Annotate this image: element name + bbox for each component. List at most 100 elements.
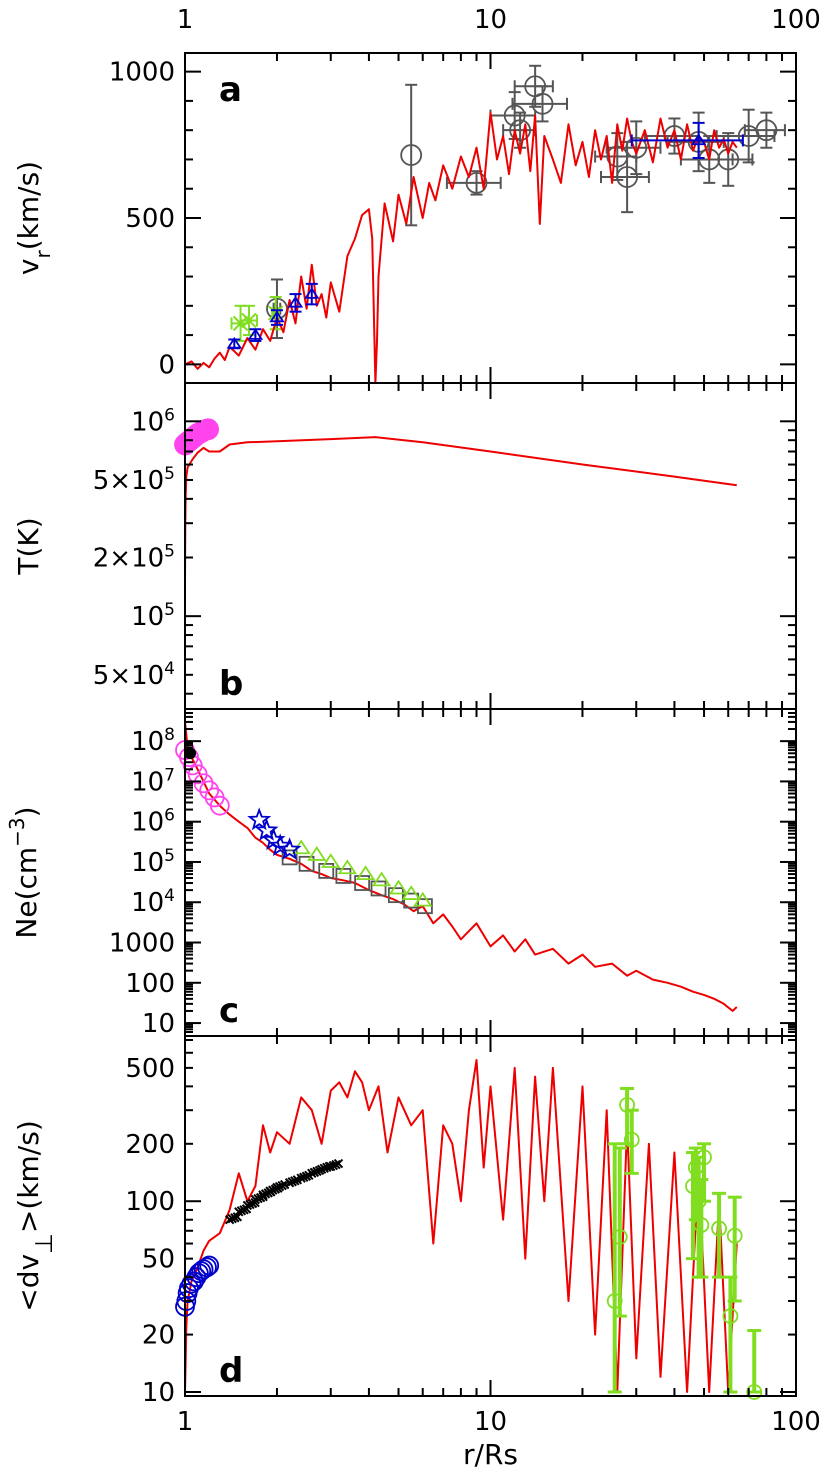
- y-axis-label-part: ⊥: [30, 1233, 58, 1254]
- y-tick-label-part: 5: [164, 542, 175, 562]
- y-tick-label-part: 2×: [93, 544, 131, 574]
- y-tick-label: 106: [131, 405, 175, 437]
- y-axis-label-part: (km/s): [12, 161, 45, 250]
- y-axis-label-part: T(K): [12, 517, 45, 575]
- y-tick-label: 104: [131, 886, 175, 918]
- y-axis-label-part: <dv: [12, 1254, 45, 1312]
- data-layer: [175, 66, 785, 1399]
- x-tick-label-top-part: 100: [771, 5, 821, 35]
- y-tick-label: 200: [125, 1130, 175, 1160]
- y-tick-label-part: 100: [125, 1187, 175, 1217]
- y-tick-label-part: 10: [131, 544, 164, 574]
- magenta-obs-disk: [198, 419, 218, 439]
- y-tick-label-part: 5×: [93, 661, 131, 691]
- y-tick-label-part: 500: [125, 204, 175, 234]
- model-density-line: [185, 722, 737, 1011]
- x-tick-label-bottom: 100: [771, 1407, 821, 1437]
- y-tick-label-part: 6: [164, 806, 175, 826]
- panel-letter-part: b: [219, 664, 243, 704]
- y-tick-label: 100: [125, 1187, 175, 1217]
- y-tick-label-part: 10: [131, 808, 164, 838]
- y-tick-label-part: 1000: [109, 58, 175, 88]
- y-tick-label: 105: [131, 600, 175, 632]
- y-tick-label-part: 4: [164, 886, 175, 906]
- y-tick-label-part: 10: [131, 602, 164, 632]
- panel-frame: [185, 709, 796, 1036]
- y-tick-label-part: 10: [142, 1009, 175, 1039]
- green-obs-triangle: [323, 855, 339, 867]
- x-tick-label-bottom: 10: [474, 1407, 507, 1437]
- y-tick-label-part: 5×: [93, 466, 131, 496]
- y-axis-label-part: v: [12, 259, 45, 276]
- x-tick-label-top-part: 1: [177, 5, 194, 35]
- model-temperature-line: [185, 437, 737, 582]
- y-tick-label: 50: [142, 1245, 175, 1275]
- y-tick-label-part: 10: [131, 661, 164, 691]
- y-axis-label: Ne(cm−3): [5, 806, 43, 938]
- y-tick-label: 1000: [109, 58, 175, 88]
- y-tick-label-part: 7: [164, 765, 175, 785]
- y-tick-label: 1000: [109, 929, 175, 959]
- y-tick-label-part: 10: [131, 848, 164, 878]
- y-tick-label-part: 5: [164, 464, 175, 484]
- y-axis-label-part: Ne(cm: [10, 847, 43, 939]
- y-tick-label-part: 100: [125, 969, 175, 999]
- x-tick-label-bottom: 1: [177, 1407, 194, 1437]
- y-tick-label: 20: [142, 1321, 175, 1351]
- panel-letter: d: [219, 1351, 243, 1391]
- x-tick-label-top: 100: [771, 5, 821, 35]
- panel-letter: b: [219, 664, 243, 704]
- panel-letter-part: a: [219, 70, 242, 110]
- panel-letter: a: [219, 70, 242, 110]
- y-tick-label: 100: [125, 969, 175, 999]
- y-axis-label: vr(km/s): [12, 161, 55, 275]
- y-tick-label-part: 10: [131, 466, 164, 496]
- green-obs-triangle: [309, 848, 325, 860]
- y-tick-label: 2×105: [93, 542, 175, 574]
- y-tick-label-part: 1000: [109, 929, 175, 959]
- panel-letter: c: [219, 991, 239, 1031]
- y-axis-label-part: >(km/s): [12, 1120, 45, 1233]
- y-axis-label-part: ): [10, 806, 43, 817]
- x-tick-label-bottom-part: 100: [771, 1407, 821, 1437]
- y-tick-label-part: 5: [164, 846, 175, 866]
- y-tick-label-part: 10: [131, 407, 164, 437]
- green-obs-triangle: [339, 861, 355, 873]
- y-tick-label-part: 6: [164, 405, 175, 425]
- x-tick-label-bottom-part: 1: [177, 1407, 194, 1437]
- y-axis-label: <dv⊥>(km/s): [12, 1120, 58, 1312]
- blue-obs-star: [250, 810, 269, 828]
- y-tick-label-part: 50: [142, 1245, 175, 1275]
- x-tick-label-top-part: 10: [474, 5, 507, 35]
- y-tick-label-part: 500: [125, 1054, 175, 1084]
- y-tick-label-part: 10: [131, 727, 164, 757]
- y-tick-label: 10: [142, 1378, 175, 1408]
- panel-frame: [185, 383, 796, 709]
- model-velocity-line: [185, 113, 737, 383]
- green-obs-triangle: [374, 873, 390, 885]
- panel-letter-part: d: [219, 1351, 243, 1391]
- y-tick-label: 500: [125, 1054, 175, 1084]
- y-tick-label-part: 20: [142, 1321, 175, 1351]
- y-tick-label: 5×104: [93, 659, 175, 691]
- panel-letter-part: c: [219, 991, 239, 1031]
- y-tick-label: 105: [131, 846, 175, 878]
- y-axis-label-part: −3: [5, 817, 29, 846]
- y-tick-label-part: 5: [164, 600, 175, 620]
- y-tick-label: 108: [131, 725, 175, 757]
- y-tick-label-part: 10: [142, 1378, 175, 1408]
- y-tick-label: 107: [131, 765, 175, 797]
- x-axis-label-part: r/Rs: [463, 1438, 518, 1471]
- y-tick-label-part: 4: [164, 659, 175, 679]
- y-tick-label-part: 10: [131, 767, 164, 797]
- x-tick-label-top: 1: [177, 5, 194, 35]
- y-tick-label: 106: [131, 806, 175, 838]
- y-tick-label: 0: [158, 350, 175, 380]
- y-tick-label-part: 10: [131, 888, 164, 918]
- y-tick-label: 10: [142, 1009, 175, 1039]
- x-tick-label-top: 10: [474, 5, 507, 35]
- x-axis-label: r/Rs: [463, 1438, 518, 1471]
- y-tick-label: 500: [125, 204, 175, 234]
- x-tick-label-bottom-part: 10: [474, 1407, 507, 1437]
